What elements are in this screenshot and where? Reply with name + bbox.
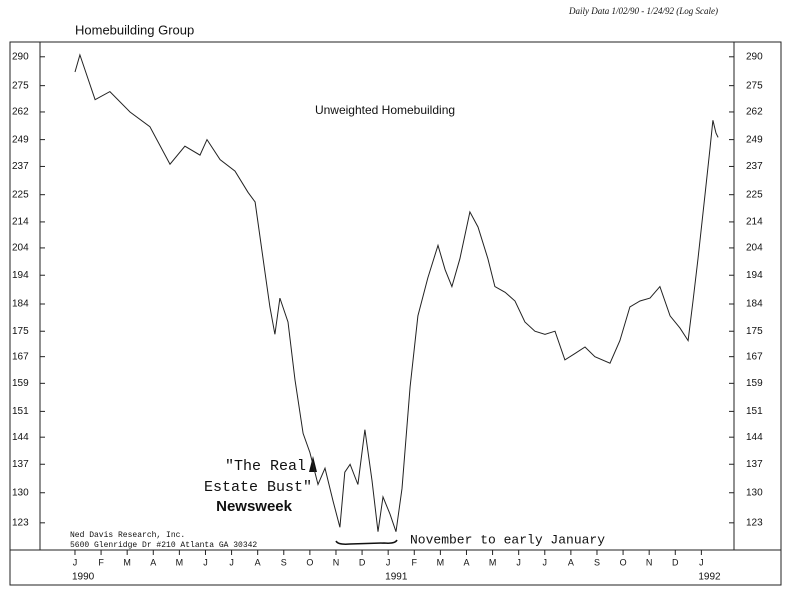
y2-tick-label: 204 [746, 243, 763, 254]
y-tick-label: 151 [12, 406, 29, 417]
y2-tick-label: 237 [746, 161, 763, 172]
y-tick-label: 159 [12, 378, 29, 389]
y-tick-label: 144 [12, 432, 29, 443]
y-tick-label: 175 [12, 326, 29, 337]
annotation: "The Real [225, 458, 306, 475]
y2-tick-label: 130 [746, 487, 763, 498]
line [74, 53, 719, 532]
x-tick-label: A [568, 557, 574, 567]
x-tick-label: M [123, 557, 131, 567]
source: 5600 Glenridge Dr #210 Atlanta GA 30342 [70, 541, 257, 550]
x-tick-label: S [594, 557, 600, 567]
x-tick-label: S [281, 557, 287, 567]
y2-tick-label: 262 [746, 107, 763, 118]
x-tick-label: O [306, 557, 313, 567]
x-tick-label: J [543, 557, 548, 567]
year-label: 1990 [72, 572, 95, 583]
y2-tick-label: 194 [746, 270, 763, 281]
y-tick-label: 237 [12, 161, 29, 172]
y-tick-label: 275 [12, 80, 29, 91]
x-tick-label: D [359, 557, 366, 567]
y2-tick-label: 184 [746, 299, 763, 310]
y-tick-label: 130 [12, 487, 29, 498]
y-tick-label: 249 [12, 134, 29, 145]
y2-tick-label: 214 [746, 217, 763, 228]
series-label: Unweighted Homebuilding [315, 103, 455, 117]
y2-tick-label: 123 [746, 517, 763, 528]
y2-tick-label: 225 [746, 189, 763, 200]
x-tick-label: A [150, 557, 156, 567]
y2-tick-label: 275 [746, 80, 763, 91]
y-tick-label: 225 [12, 189, 29, 200]
y-tick-label: 167 [12, 351, 29, 362]
year-label: 1991 [385, 572, 408, 583]
y-tick-label: 290 [12, 51, 29, 62]
source: Ned Davis Research, Inc. [70, 531, 185, 540]
annotation: Estate Bust" [204, 479, 312, 496]
x-tick-label: F [98, 557, 104, 567]
subtitle: Daily Data 1/02/90 - 1/24/92 (Log Scale) [568, 6, 718, 16]
y-tick-label: 204 [12, 243, 29, 254]
x-tick-label: M [176, 557, 184, 567]
period-label: November to early January [410, 532, 605, 547]
y-tick-label: 137 [12, 459, 29, 470]
x-tick-label: F [412, 557, 418, 567]
x-tick-label: J [203, 557, 208, 567]
x-tick-label: M [489, 557, 497, 567]
x-tick-label: M [437, 557, 445, 567]
x-tick-label: A [463, 557, 469, 567]
y2-tick-label: 175 [746, 326, 763, 337]
bracket [335, 539, 398, 545]
x-tick-label: J [699, 557, 704, 567]
x-tick-label: N [333, 557, 340, 567]
y2-tick-label: 249 [746, 134, 763, 145]
chart-title: Homebuilding Group [75, 22, 194, 37]
x-tick-label: O [620, 557, 627, 567]
y2-tick-label: 290 [746, 51, 763, 62]
y-tick-label: 262 [12, 107, 29, 118]
y-tick-label: 123 [12, 517, 29, 528]
y-tick-label: 214 [12, 217, 29, 228]
y2-tick-label: 167 [746, 351, 763, 362]
x-tick-label: A [255, 557, 261, 567]
x-tick-label: J [386, 557, 391, 567]
annotation: Newsweek [216, 498, 293, 515]
x-tick-label: J [73, 557, 78, 567]
frame [9, 41, 782, 586]
x-tick-label: J [229, 557, 234, 567]
y2-tick-label: 159 [746, 378, 763, 389]
y2-tick-label: 144 [746, 432, 763, 443]
y2-tick-label: 137 [746, 459, 763, 470]
y-tick-label: 194 [12, 270, 29, 281]
y-tick-label: 184 [12, 299, 29, 310]
x-tick-label: D [672, 557, 679, 567]
x-tick-label: J [516, 557, 521, 567]
x-tick-label: N [646, 557, 653, 567]
y2-tick-label: 151 [746, 406, 763, 417]
year-label: 1992 [698, 572, 721, 583]
